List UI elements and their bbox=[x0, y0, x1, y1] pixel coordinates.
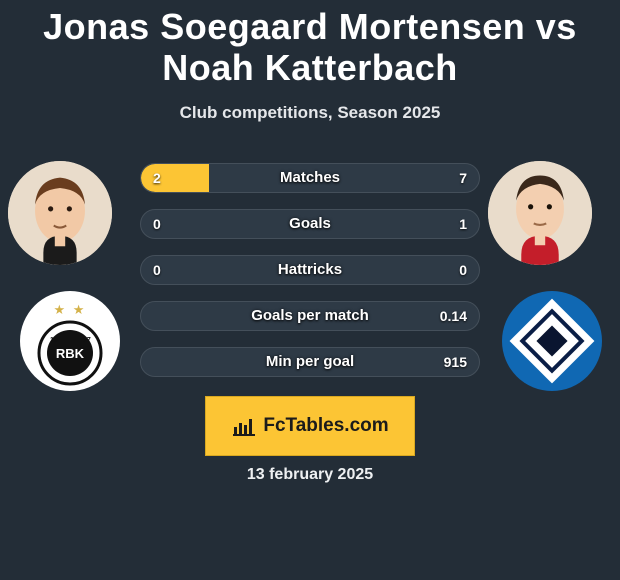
stat-row: Min per goal915 bbox=[140, 347, 480, 377]
stat-value-right: 915 bbox=[444, 348, 467, 376]
svg-text:RBK: RBK bbox=[56, 346, 85, 361]
svg-text:19: 19 bbox=[50, 337, 58, 344]
stat-label: Goals per match bbox=[141, 302, 479, 330]
player-right-avatar bbox=[488, 161, 592, 265]
stat-row: 2Matches7 bbox=[140, 163, 480, 193]
stat-value-right: 1 bbox=[459, 210, 467, 238]
subtitle: Club competitions, Season 2025 bbox=[0, 103, 620, 123]
page-title: Jonas Soegaard Mortensen vs Noah Katterb… bbox=[0, 0, 620, 89]
stat-label: Min per goal bbox=[141, 348, 479, 376]
club-left-crest-icon: RBK 19 17 bbox=[37, 320, 103, 386]
date-text: 13 february 2025 bbox=[0, 466, 620, 484]
club-right-badge bbox=[502, 291, 602, 391]
stat-label: Goals bbox=[141, 210, 479, 238]
stat-value-right: 0 bbox=[459, 256, 467, 284]
svg-text:17: 17 bbox=[83, 337, 91, 344]
stat-row: Goals per match0.14 bbox=[140, 301, 480, 331]
player-left-face-icon bbox=[8, 161, 112, 265]
player-right-face-icon bbox=[488, 161, 592, 265]
stat-rows: 2Matches70Goals10Hattricks0Goals per mat… bbox=[140, 163, 480, 393]
stat-row: 0Goals1 bbox=[140, 209, 480, 239]
stat-row: 0Hattricks0 bbox=[140, 255, 480, 285]
player-left-avatar bbox=[8, 161, 112, 265]
fctables-logo: FcTables.com bbox=[205, 396, 415, 456]
logo-text: FcTables.com bbox=[263, 415, 388, 437]
club-right-crest-icon bbox=[502, 291, 602, 391]
stat-value-right: 0.14 bbox=[440, 302, 467, 330]
club-left-badge: ★ ★ RBK 19 17 bbox=[20, 291, 120, 391]
stat-label: Hattricks bbox=[141, 256, 479, 284]
bars-icon bbox=[231, 415, 257, 437]
stat-label: Matches bbox=[141, 164, 479, 192]
stat-value-right: 7 bbox=[459, 164, 467, 192]
club-left-stars-icon: ★ ★ bbox=[54, 302, 87, 318]
